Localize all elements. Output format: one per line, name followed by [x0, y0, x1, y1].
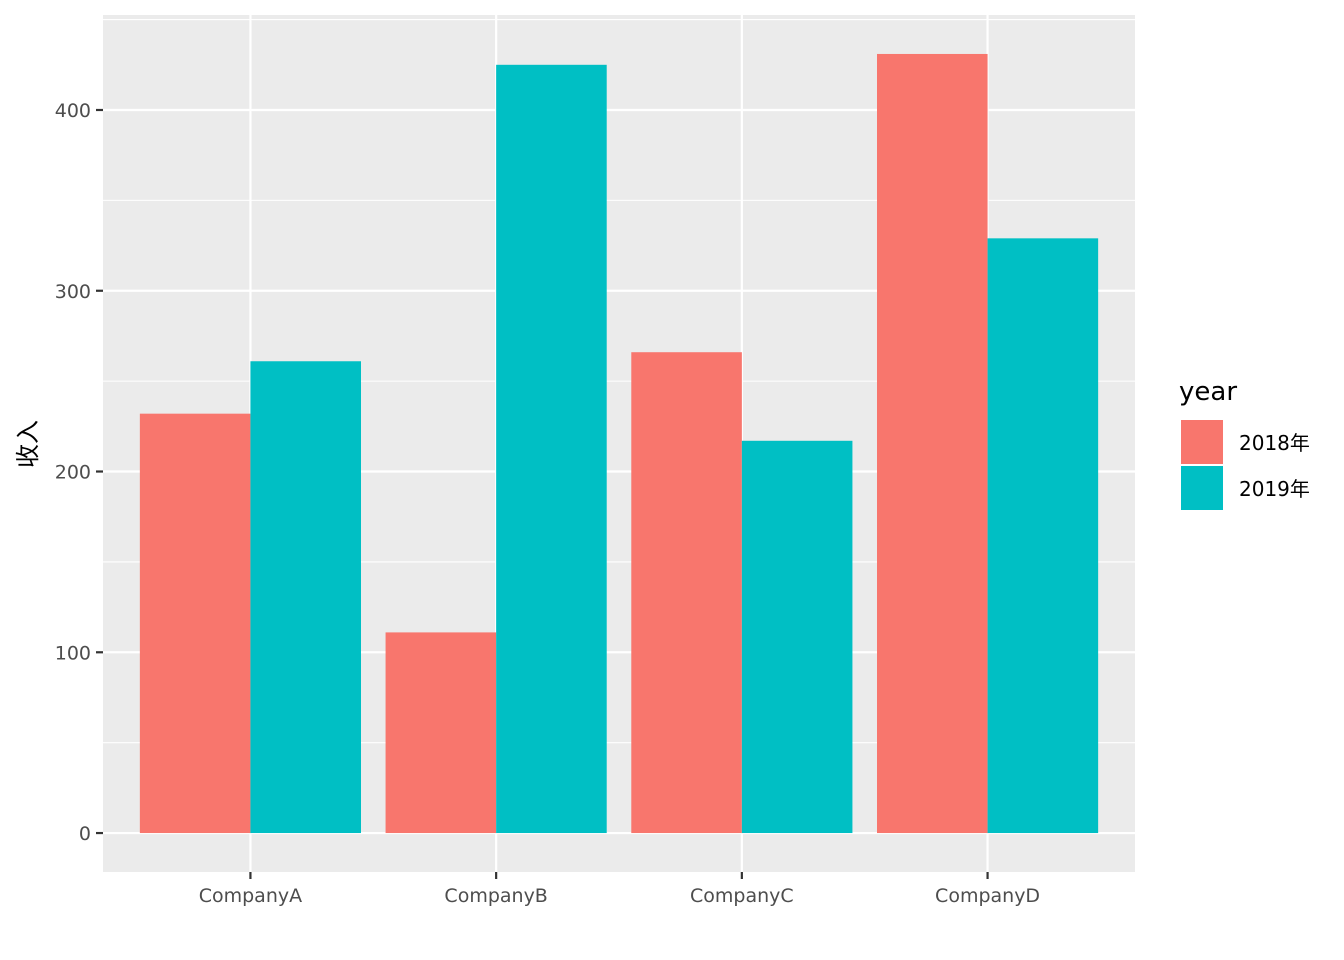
legend: year 2018年 2019年: [1179, 377, 1310, 510]
bar-2-series-2: [496, 64, 607, 834]
y-tick-label: 300: [55, 281, 91, 303]
bar-1-series-1: [139, 413, 251, 834]
bar-1-series-2: [250, 361, 361, 834]
bar-2-series-1: [385, 632, 497, 834]
legend-key: [1181, 466, 1223, 510]
y-axis-title: 收入: [14, 420, 42, 468]
legend-label: 2019年: [1239, 477, 1310, 501]
y-axis: 0 100 200 300 400: [55, 100, 103, 845]
y-tick-label: 0: [79, 823, 91, 845]
legend-label: 2018年: [1239, 431, 1310, 455]
y-tick-label: 200: [55, 462, 91, 484]
legend-key: [1181, 420, 1223, 464]
bars: [139, 53, 1099, 834]
legend-title: year: [1179, 377, 1237, 407]
y-tick-label: 100: [55, 642, 91, 664]
x-tick-label: CompanyA: [199, 885, 302, 907]
x-tick-label: CompanyD: [935, 885, 1040, 907]
bar-4-series-2: [987, 238, 1099, 834]
bar-4-series-1: [877, 53, 988, 834]
bar-3-series-2: [741, 440, 853, 834]
y-tick-label: 400: [55, 100, 91, 122]
x-tick-label: CompanyB: [444, 885, 547, 907]
x-axis: CompanyA CompanyB CompanyC CompanyD: [199, 872, 1040, 907]
x-tick-label: CompanyC: [690, 885, 794, 907]
bar-3-series-1: [631, 352, 742, 834]
